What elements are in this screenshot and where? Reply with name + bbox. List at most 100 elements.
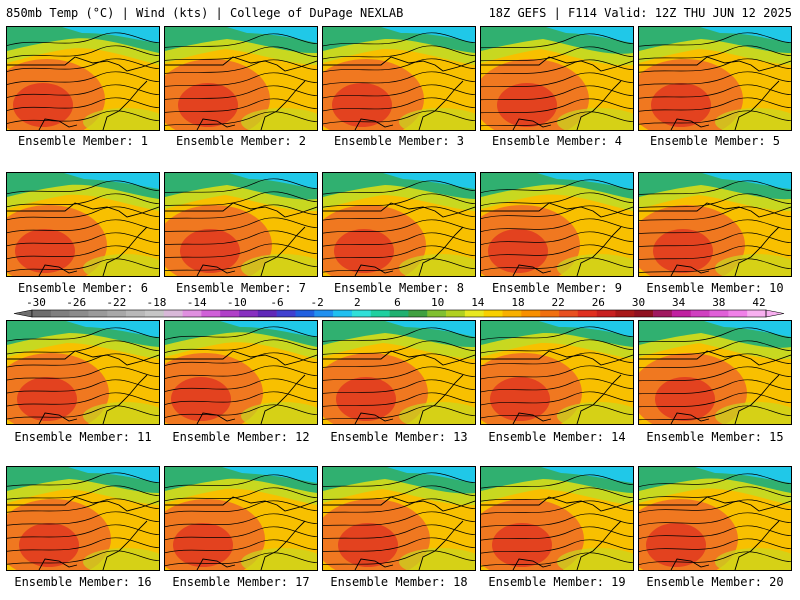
height-contour [323, 550, 475, 566]
height-contour [639, 206, 791, 221]
height-contour [481, 526, 633, 541]
map-boundary [38, 118, 78, 130]
height-contour [7, 327, 159, 342]
height-contour [323, 206, 475, 221]
height-contour [7, 392, 159, 407]
height-contour [165, 326, 317, 340]
height-contour [481, 33, 633, 49]
height-contour [639, 353, 791, 369]
colorbar-swatch [314, 310, 334, 317]
temperature-field-layer [557, 548, 633, 570]
height-contour [639, 551, 791, 566]
height-contour [7, 45, 159, 59]
height-contour [481, 391, 633, 406]
height-contour [323, 366, 475, 381]
temperature-map [323, 321, 475, 424]
map-boundary [354, 118, 394, 130]
height-contour [481, 339, 633, 354]
colorbar-swatch [389, 310, 409, 317]
temperature-field-layer [490, 377, 550, 421]
temperature-field-layer [399, 548, 475, 570]
map-boundary [7, 350, 159, 366]
map-boundary [354, 558, 394, 570]
temperature-map [7, 321, 159, 424]
height-contour [481, 487, 633, 502]
colorbar-swatch [634, 310, 654, 317]
temperature-field-layer [334, 229, 394, 273]
height-contour [323, 537, 475, 553]
height-contour [165, 552, 317, 567]
height-contour [7, 353, 159, 368]
height-contour [639, 232, 791, 247]
temperature-field-layer [704, 321, 791, 337]
temperature-field-layer [15, 229, 75, 273]
height-contour [165, 217, 317, 233]
temperature-field-layer [399, 108, 475, 130]
map-boundary [512, 118, 552, 130]
height-contour [165, 178, 317, 194]
map-boundary [196, 412, 236, 424]
height-contour [323, 58, 475, 73]
height-contour [7, 193, 159, 208]
temperature-field-layer [83, 254, 159, 276]
temperature-field-layer [220, 321, 317, 337]
height-contour [7, 245, 159, 260]
temperature-map [323, 27, 475, 130]
height-contour [165, 204, 317, 220]
ensemble-member-map [480, 466, 634, 571]
height-contour [165, 404, 317, 418]
temperature-field-layer [557, 402, 633, 424]
temperature-field-layer [557, 108, 633, 130]
colorbar-tick-label: 22 [551, 296, 565, 309]
colorbar-swatch [201, 310, 221, 317]
temperature-map [481, 321, 633, 424]
height-contour [639, 110, 791, 125]
ensemble-member-label: Ensemble Member: 6 [17, 281, 149, 295]
height-contour [323, 353, 475, 368]
ensemble-member-map [322, 26, 476, 131]
temperature-field-layer [83, 402, 159, 424]
colorbar-max-arrow [765, 309, 785, 318]
temperature-field-layer [646, 523, 706, 567]
map-boundary [734, 226, 780, 276]
height-contour [639, 538, 791, 553]
height-contour [165, 352, 317, 366]
temperature-map [165, 321, 317, 424]
height-contour [323, 97, 475, 112]
height-contour [481, 326, 633, 341]
height-contour [481, 365, 633, 380]
temperature-map [323, 173, 475, 276]
map-boundary [418, 226, 464, 276]
height-contour [481, 98, 633, 114]
colorbar-swatch [427, 310, 447, 317]
map-boundary [165, 496, 317, 512]
map-boundary [576, 80, 622, 130]
colorbar-tick-label: 14 [471, 296, 485, 309]
colorbar-swatch [126, 310, 146, 317]
height-contour [323, 110, 475, 125]
height-contour [323, 485, 475, 501]
ensemble-member-map [638, 172, 792, 277]
temperature-field-layer [537, 173, 633, 189]
height-contour [165, 474, 317, 489]
height-contour [639, 499, 791, 514]
temperature-field-layer [381, 27, 475, 43]
temperature-map [165, 27, 317, 130]
height-contour [481, 513, 633, 528]
height-contour [165, 256, 317, 272]
temperature-field-layer [385, 321, 475, 337]
ensemble-member-map [6, 466, 160, 571]
ensemble-member-map [322, 172, 476, 277]
temperature-field-layer [715, 254, 791, 276]
temperature-field-layer [336, 377, 396, 421]
height-contour [7, 258, 159, 273]
map-boundary [576, 374, 622, 424]
temperature-field-layer [700, 27, 791, 43]
temperature-field-layer [715, 548, 791, 570]
height-contour [7, 366, 159, 381]
height-contour [481, 539, 633, 554]
temperature-map [7, 467, 159, 570]
map-boundary [102, 520, 148, 570]
height-contour [481, 218, 633, 233]
height-contour [165, 46, 317, 61]
